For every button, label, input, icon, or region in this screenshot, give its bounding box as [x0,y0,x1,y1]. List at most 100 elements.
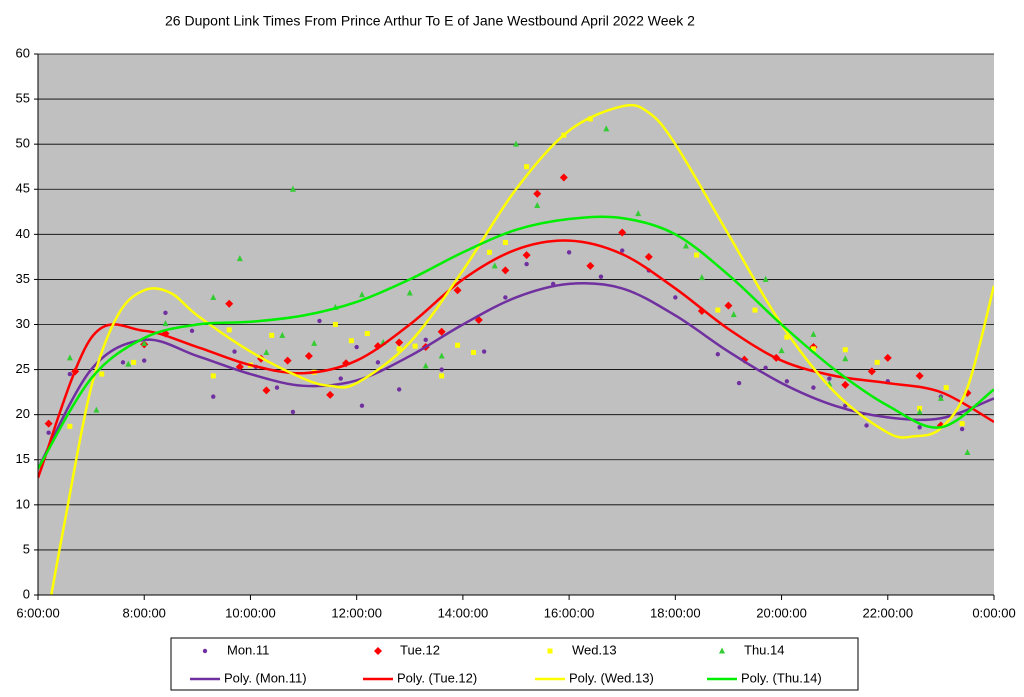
legend-marker [547,648,553,654]
point [471,349,477,355]
legend-label: Tue.12 [400,642,440,657]
legend: Mon.11 Tue.12 Wed.13 Thu.14 Poly. (Mon.11) Po… [170,637,859,691]
point [289,185,296,192]
point [395,338,404,347]
point [274,385,280,390]
point [524,164,530,170]
point [524,261,529,267]
point [406,289,413,296]
point [618,228,627,237]
point [736,380,742,386]
legend-marker [374,647,382,655]
point [841,380,850,389]
x-tick-label: 0:00:00 [972,605,1015,620]
y-tick-label: 60 [16,45,30,60]
point [120,360,126,365]
x-tick-label: 22:00:00 [862,605,913,620]
point [422,362,429,369]
point [412,343,418,349]
point [810,346,816,352]
point [283,356,292,365]
point [67,371,73,377]
point [513,140,519,147]
point [359,403,365,408]
point [603,125,610,132]
point [162,320,169,327]
point [93,406,100,413]
x-tick-label: 18:00:00 [650,605,701,620]
point [338,376,343,381]
point [620,248,625,253]
point [262,386,271,395]
point [534,201,541,208]
y-tick-label: 20 [16,406,30,421]
point [396,346,402,352]
point [225,299,234,308]
point [724,301,733,310]
point [842,355,849,362]
point [311,339,318,346]
point [354,344,359,350]
trendline [38,239,994,479]
point [189,328,195,334]
point [943,385,949,391]
point [778,347,785,354]
point [715,352,721,357]
point [533,189,542,198]
axes: 0 5 10 15 20 25 30 35 40 45 50 55 60 6:00:00 8:00:00 10… [16,45,1016,620]
point [915,371,924,380]
x-tick-label: 12:00:00 [331,605,382,620]
point [810,330,817,337]
point [937,394,944,401]
point [763,365,768,370]
x-tick-label: 8:00:00 [123,605,166,620]
point [226,327,232,333]
y-tick-label: 50 [16,136,30,151]
point [762,275,769,282]
point [784,379,790,384]
point [453,286,462,295]
point [566,250,572,255]
point [439,367,444,372]
point [304,352,313,361]
point [99,371,105,377]
y-tick-label: 40 [16,226,30,241]
point [481,349,487,354]
point [279,331,286,338]
point [317,318,322,324]
point [883,353,892,362]
point [752,307,758,313]
point [396,387,402,392]
legend-label: Poly. (Thu.14) [741,670,822,685]
point [842,347,848,353]
x-tick-label: 16:00:00 [544,605,595,620]
point [694,252,700,258]
point [698,274,705,281]
point [348,338,354,344]
point [210,293,217,300]
y-tick-label: 25 [16,361,30,376]
point [635,210,642,217]
y-tick-label: 5 [23,541,30,556]
point [455,342,461,348]
point [326,390,335,399]
y-tick-label: 55 [16,91,30,106]
point [358,291,365,298]
trendline [38,282,994,470]
point [491,262,498,269]
y-tick-label: 30 [16,316,30,331]
point [730,311,737,318]
point [867,367,876,376]
trendline [38,215,994,470]
point [682,242,689,249]
point [438,352,445,359]
y-tick-label: 15 [16,451,30,466]
legend-label: Thu.14 [744,642,784,657]
point [959,426,965,432]
legend-label: Poly. (Tue.12) [397,670,477,685]
legend-label: Poly. (Wed.13) [569,670,654,685]
point [715,307,721,313]
point [673,295,678,300]
point [375,360,381,365]
point [811,385,816,390]
